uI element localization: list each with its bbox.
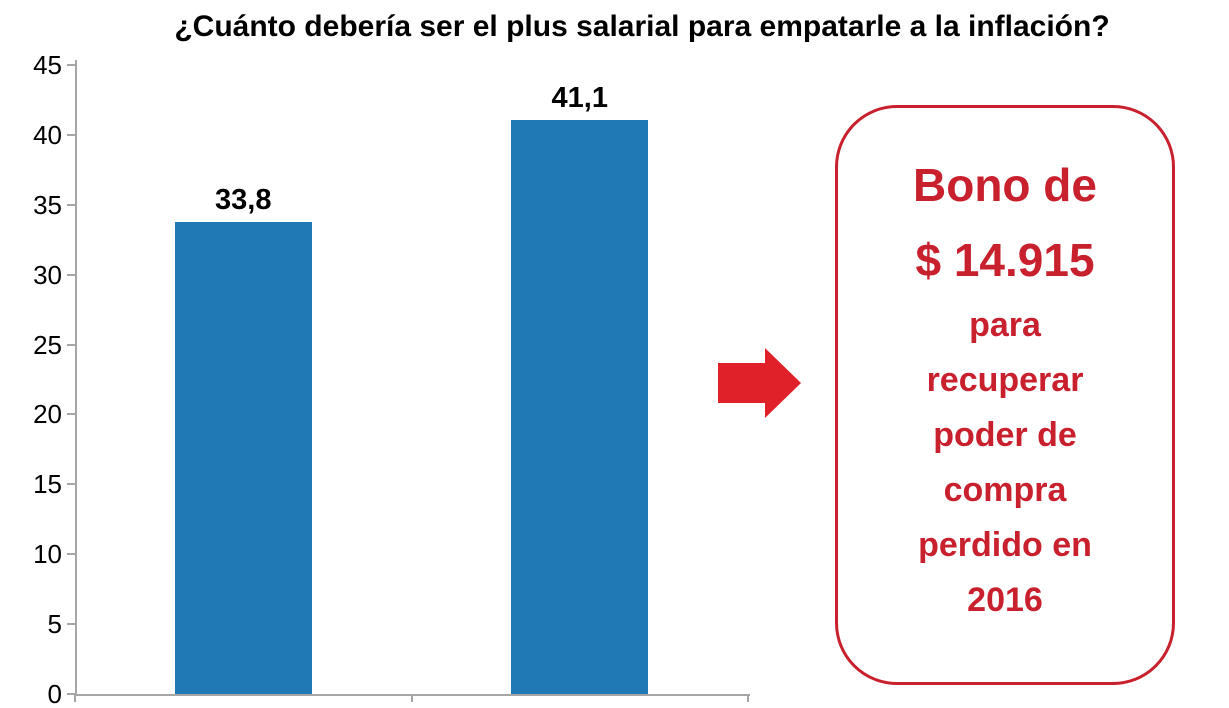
callout-line: $ 14.915 bbox=[915, 234, 1095, 286]
y-tick-label: 20 bbox=[33, 399, 62, 430]
callout-line: Bono de bbox=[913, 159, 1097, 211]
callout-line: recuperar bbox=[926, 361, 1084, 399]
y-tick-mark bbox=[67, 623, 75, 626]
callout-line: compra bbox=[943, 471, 1067, 509]
bar bbox=[511, 119, 649, 694]
bar-value-label: 41,1 bbox=[551, 81, 608, 114]
y-tick-mark bbox=[67, 483, 75, 486]
callout-box: Bono de $ 14.915 para recuperar poder de… bbox=[835, 105, 1175, 685]
callout-line: poder de bbox=[933, 416, 1077, 454]
y-tick-mark bbox=[67, 413, 75, 416]
y-axis-line bbox=[75, 60, 77, 696]
callout-line: para bbox=[969, 306, 1041, 344]
y-tick-mark bbox=[67, 693, 75, 695]
y-tick-label: 45 bbox=[33, 50, 62, 80]
bar bbox=[174, 221, 312, 694]
y-tick-label: 40 bbox=[33, 119, 62, 150]
x-tick-mark bbox=[747, 694, 749, 702]
y-tick-mark bbox=[67, 64, 75, 66]
callout-line: 2016 bbox=[967, 581, 1043, 619]
bar-value-label: 33,8 bbox=[215, 183, 272, 216]
y-tick-label: 35 bbox=[33, 189, 62, 220]
y-tick-label: 25 bbox=[33, 329, 62, 360]
x-axis-line bbox=[75, 694, 750, 696]
y-tick-mark bbox=[67, 133, 75, 136]
right-arrow-icon bbox=[718, 348, 801, 418]
callout-line: perdido en bbox=[918, 526, 1092, 564]
y-tick-label: 5 bbox=[47, 609, 62, 640]
y-tick-label: 15 bbox=[33, 469, 62, 500]
y-tick-label: 30 bbox=[33, 259, 62, 290]
y-tick-label: 0 bbox=[47, 679, 62, 708]
y-tick-mark bbox=[67, 553, 75, 556]
y-tick-mark bbox=[67, 203, 75, 206]
x-tick-mark bbox=[410, 694, 413, 702]
y-tick-label: 10 bbox=[33, 539, 62, 570]
y-tick-mark bbox=[67, 343, 75, 346]
y-tick-mark bbox=[67, 273, 75, 276]
chart-title: ¿Cuánto debería ser el plus salarial par… bbox=[174, 10, 1110, 43]
x-tick-mark bbox=[74, 694, 76, 702]
